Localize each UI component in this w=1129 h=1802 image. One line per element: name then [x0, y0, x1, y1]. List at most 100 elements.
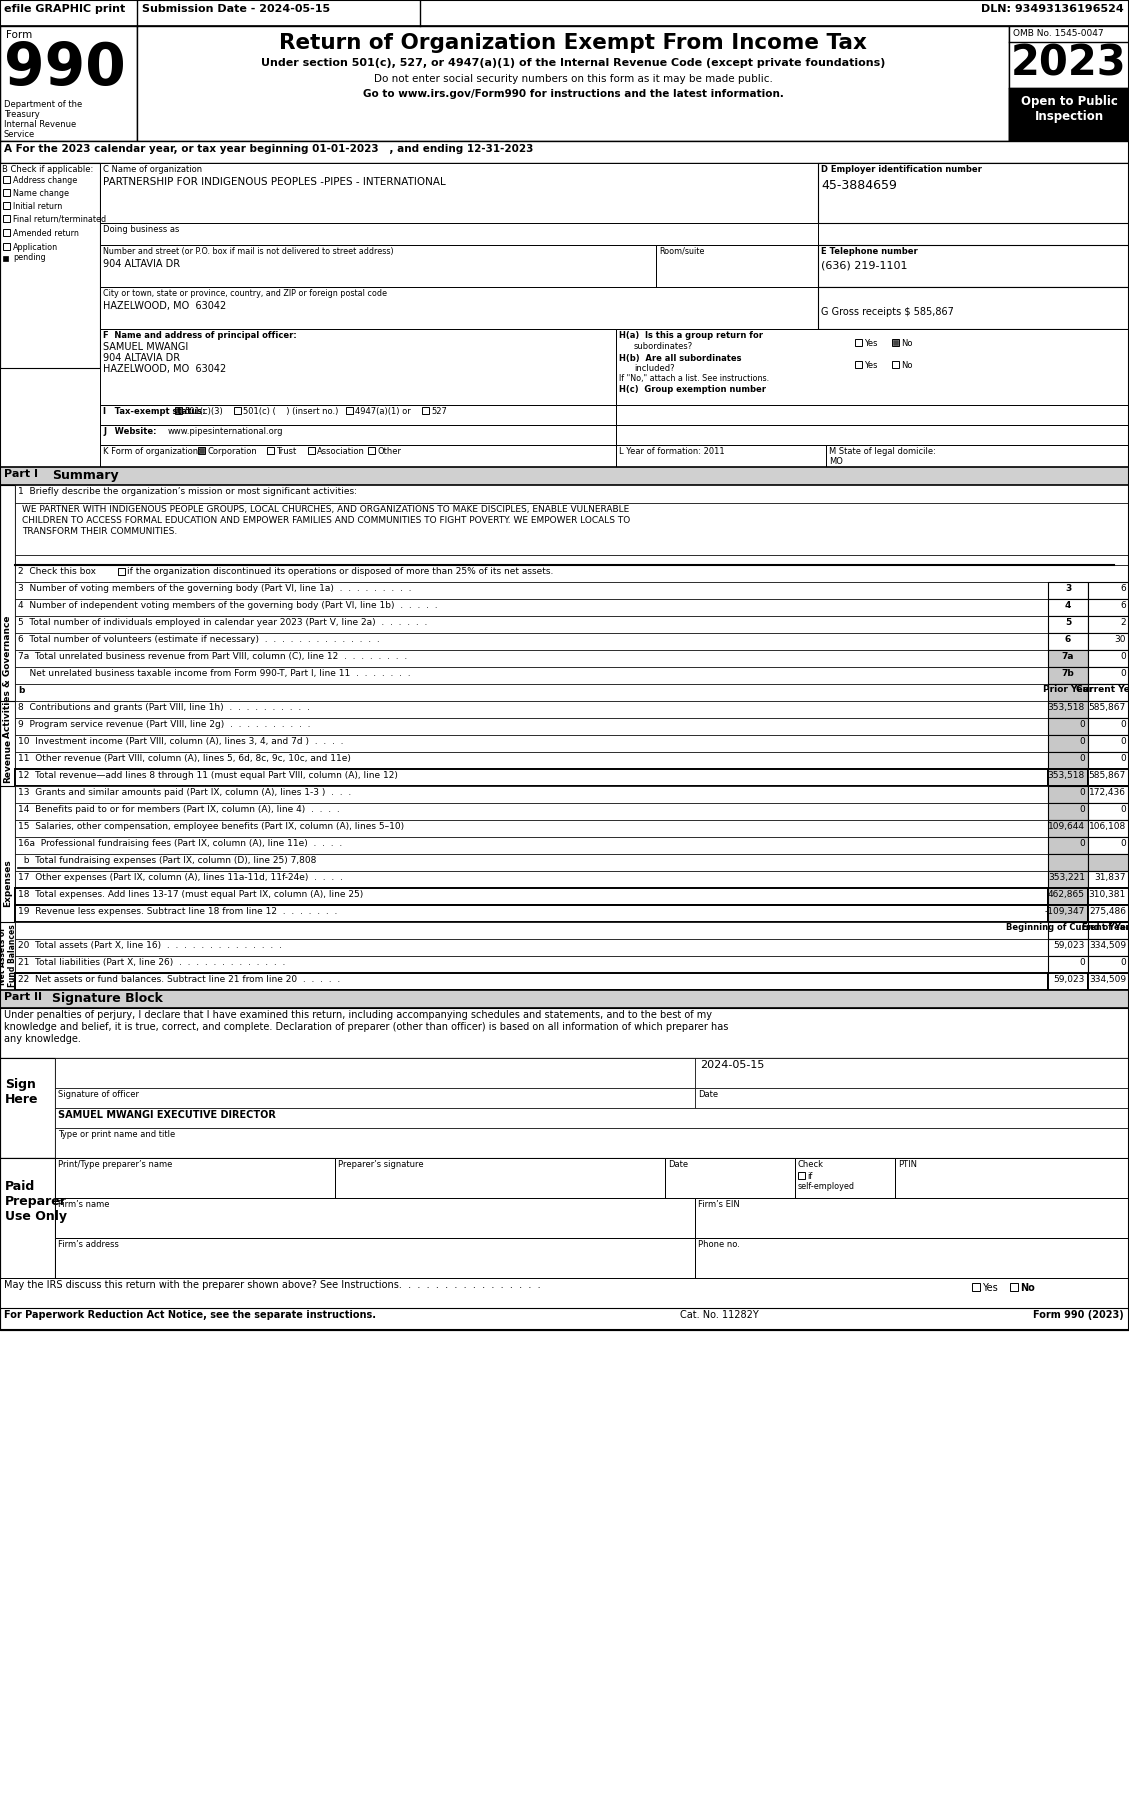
Text: 0: 0 [1079, 787, 1085, 796]
Bar [1088, 751, 1129, 769]
Bar [3, 177, 10, 184]
Bar [15, 566, 1129, 582]
Bar [15, 820, 1048, 836]
Text: 5: 5 [1065, 618, 1071, 627]
Text: 10  Investment income (Part VIII, column (A), lines 3, 4, and 7d )  .  .  .  .: 10 Investment income (Part VIII, column … [18, 737, 343, 746]
Text: 12  Total revenue—add lines 8 through 11 (must equal Part VIII, column (A), line: 12 Total revenue—add lines 8 through 11 … [18, 771, 397, 780]
Bar [1048, 905, 1088, 923]
Text: Number and street (or P.O. box if mail is not delivered to street address): Number and street (or P.O. box if mail i… [103, 247, 394, 256]
Bar [695, 1238, 1129, 1278]
Bar [1048, 973, 1088, 989]
Text: 7a: 7a [1061, 652, 1075, 661]
Text: Activities & Governance: Activities & Governance [3, 616, 12, 739]
Text: 0: 0 [1079, 840, 1085, 849]
Text: self-employed: self-employed [798, 1182, 855, 1191]
Bar [15, 836, 1048, 854]
Bar [175, 407, 182, 414]
Text: If "No," attach a list. See instructions.: If "No," attach a list. See instructions… [619, 375, 769, 384]
Bar [1048, 820, 1088, 836]
Bar [3, 214, 10, 222]
Bar [100, 223, 819, 245]
Text: May the IRS discuss this return with the preparer shown above? See Instructions.: May the IRS discuss this return with the… [5, 1279, 541, 1290]
Bar [15, 923, 1048, 939]
Bar [819, 287, 1129, 330]
Text: Print/Type preparer’s name: Print/Type preparer’s name [58, 1160, 173, 1169]
Bar [895, 1159, 1129, 1198]
Text: 19  Revenue less expenses. Subtract line 18 from line 12  .  .  .  .  .  .  .: 19 Revenue less expenses. Subtract line … [18, 906, 338, 915]
Bar [1048, 836, 1088, 854]
Text: Internal Revenue: Internal Revenue [5, 121, 77, 130]
Text: Other: Other [377, 447, 401, 456]
Text: 4  Number of independent voting members of the governing body (Part VI, line 1b): 4 Number of independent voting members o… [18, 602, 438, 611]
Bar [1048, 685, 1088, 701]
Text: 0: 0 [1120, 959, 1126, 968]
Bar [1048, 854, 1088, 870]
Bar [15, 888, 1048, 905]
Text: b  Total fundraising expenses (Part IX, column (D), line 25) 7,808: b Total fundraising expenses (Part IX, c… [18, 856, 316, 865]
Bar [1088, 598, 1129, 616]
Text: 334,509: 334,509 [1088, 941, 1126, 950]
Bar [308, 447, 315, 454]
Text: For Paperwork Reduction Act Notice, see the separate instructions.: For Paperwork Reduction Act Notice, see … [5, 1310, 376, 1321]
Text: Department of the: Department of the [5, 99, 82, 108]
Text: Yes: Yes [982, 1283, 998, 1294]
Bar [0, 0, 1129, 1330]
Text: 1  Briefly describe the organization’s mission or most significant activities:: 1 Briefly describe the organization’s mi… [18, 487, 357, 496]
Bar [1048, 701, 1088, 717]
Text: Phone no.: Phone no. [698, 1240, 739, 1249]
Text: A For the 2023 calendar year, or tax year beginning 01-01-2023   , and ending 12: A For the 2023 calendar year, or tax yea… [5, 144, 533, 153]
Bar [15, 717, 1048, 735]
Text: Initial return: Initial return [14, 202, 62, 211]
Bar [0, 923, 15, 989]
Bar [798, 1171, 805, 1179]
Text: 4: 4 [1065, 602, 1071, 611]
Text: 5  Total number of individuals employed in calendar year 2023 (Part V, line 2a) : 5 Total number of individuals employed i… [18, 618, 428, 627]
Text: 462,865: 462,865 [1048, 890, 1085, 899]
Bar [15, 957, 1048, 973]
Bar [100, 425, 616, 445]
Text: 0: 0 [1120, 737, 1126, 746]
Text: Open to Public
Inspection: Open to Public Inspection [1021, 96, 1118, 123]
Bar [55, 1159, 335, 1198]
Text: WE PARTNER WITH INDIGENOUS PEOPLE GROUPS, LOCAL CHURCHES, AND ORGANIZATIONS TO M: WE PARTNER WITH INDIGENOUS PEOPLE GROUPS… [21, 505, 629, 514]
Bar [893, 341, 898, 344]
Bar [100, 162, 819, 186]
Text: Service: Service [5, 130, 35, 139]
Bar [176, 407, 181, 413]
Bar [15, 633, 1048, 651]
Bar [1088, 769, 1129, 786]
Text: K Form of organization:: K Form of organization: [103, 447, 201, 456]
Text: Preparer’s signature: Preparer’s signature [338, 1160, 423, 1169]
Text: knowledge and belief, it is true, correct, and complete. Declaration of preparer: knowledge and belief, it is true, correc… [5, 1022, 728, 1033]
Bar [335, 1159, 665, 1198]
Bar [0, 1278, 1129, 1308]
Bar [55, 1238, 695, 1278]
Text: No: No [901, 339, 912, 348]
Text: 59,023: 59,023 [1053, 975, 1085, 984]
Text: Go to www.irs.gov/Form990 for instructions and the latest information.: Go to www.irs.gov/Form990 for instructio… [362, 88, 784, 99]
Bar [0, 162, 100, 368]
Text: CHILDREN TO ACCESS FORMAL EDUCATION AND EMPOWER FAMILIES AND COMMUNITIES TO FIGH: CHILDREN TO ACCESS FORMAL EDUCATION AND … [21, 515, 630, 524]
Text: 0: 0 [1079, 805, 1085, 815]
Bar [3, 202, 10, 209]
Bar [1048, 923, 1088, 939]
Text: 7b: 7b [1061, 669, 1075, 678]
Text: 6: 6 [1065, 634, 1071, 643]
Text: 106,108: 106,108 [1088, 822, 1126, 831]
Bar [1088, 651, 1129, 667]
Text: any knowledge.: any knowledge. [5, 1034, 81, 1043]
Text: 2023: 2023 [1012, 43, 1127, 85]
Text: -109,347: -109,347 [1044, 906, 1085, 915]
Text: 310,381: 310,381 [1088, 890, 1126, 899]
Text: pending: pending [14, 252, 45, 261]
Bar [1088, 633, 1129, 651]
Text: SAMUEL MWANGI EXECUTIVE DIRECTOR: SAMUEL MWANGI EXECUTIVE DIRECTOR [58, 1110, 275, 1121]
Text: Net Assets or
Fund Balances: Net Assets or Fund Balances [0, 924, 17, 987]
Bar [266, 447, 274, 454]
Text: F  Name and address of principal officer:: F Name and address of principal officer: [103, 332, 297, 341]
Text: efile GRAPHIC print: efile GRAPHIC print [5, 4, 125, 14]
Bar [15, 616, 1048, 633]
Text: PTIN: PTIN [898, 1160, 917, 1169]
Text: Trust: Trust [275, 447, 296, 456]
Bar [1048, 804, 1088, 820]
